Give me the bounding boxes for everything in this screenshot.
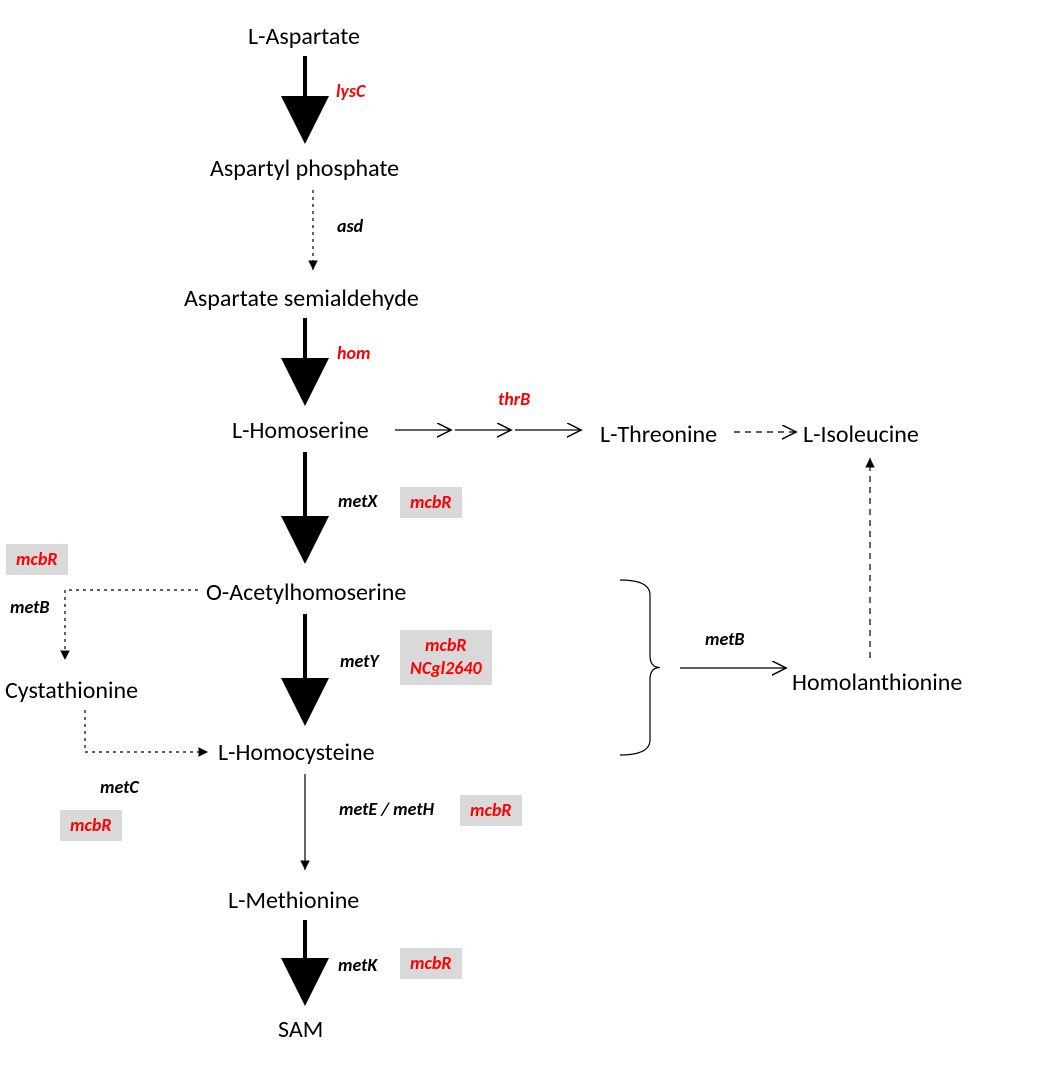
node-methionine: L-Methionine (228, 886, 359, 915)
gene-label-thrB: thrB (498, 388, 530, 410)
node-threonine: L-Threonine (600, 420, 717, 449)
gene-label-metK: metK (338, 954, 377, 976)
edge-e11 (85, 710, 208, 752)
node-isoleucine: L-Isoleucine (803, 420, 919, 449)
regulator-box-r1: mcbR (400, 487, 462, 518)
regulator-box-r4: mcbR (460, 795, 522, 826)
node-homocysteine: L-Homocysteine (218, 738, 375, 767)
node-homoserine: L-Homoserine (232, 416, 369, 445)
node-aspSemi: Aspartate semialdehyde (184, 284, 419, 313)
regulator-box-r6: mcbR (400, 948, 462, 979)
gene-label-asd: asd (337, 215, 363, 237)
regulator-box-r5: mcbR (60, 810, 122, 841)
gene-label-metX: metX (338, 490, 377, 512)
edge-e10 (65, 590, 198, 660)
regulator-box-r3: mcbRNCgl2640 (400, 630, 492, 685)
bracket (620, 580, 660, 755)
node-aspartylP: Aspartyl phosphate (210, 154, 399, 183)
node-homolanthionine: Homolanthionine (792, 668, 962, 697)
node-sam: SAM (278, 1015, 323, 1044)
gene-label-metEH: metE / metH (339, 798, 434, 820)
node-cystathionine: Cystathionine (5, 676, 138, 705)
gene-label-lysC: lysC (336, 80, 365, 102)
gene-label-metY: metY (340, 650, 379, 672)
gene-label-metB2: metB (705, 628, 745, 650)
pathway-svg (0, 0, 1052, 1071)
node-oacetyl: O-Acetylhomoserine (206, 578, 406, 607)
gene-label-metC: metC (100, 776, 139, 798)
gene-label-metB1: metB (10, 596, 50, 618)
gene-label-hom: hom (337, 342, 370, 364)
node-aspartate: L-Aspartate (248, 22, 360, 51)
regulator-box-r2: mcbR (6, 544, 68, 575)
